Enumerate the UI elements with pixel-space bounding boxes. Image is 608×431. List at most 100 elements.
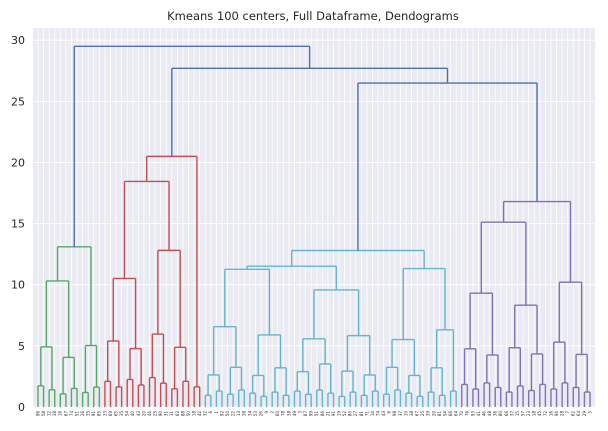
x-tick-label: 46 xyxy=(481,411,486,417)
x-tick-label: 70 xyxy=(459,411,464,417)
x-tick-label: 64 xyxy=(576,411,581,417)
x-tick-label: 74 xyxy=(376,411,381,417)
x-tick-label: 49 xyxy=(292,411,297,417)
x-tick-label: 29 xyxy=(582,411,587,417)
x-tick-label: 43 xyxy=(381,411,386,417)
x-tick-label: 99 xyxy=(309,411,314,417)
x-tick-label: 51 xyxy=(74,411,79,417)
x-tick-label: 42 xyxy=(197,411,202,417)
x-tick-label: 2 xyxy=(270,411,275,414)
x-tick-label: 48 xyxy=(487,411,492,417)
x-tick-label: 6 xyxy=(208,411,213,414)
x-tick-label: 3 xyxy=(297,411,302,414)
x-tick-label: 13 xyxy=(236,411,241,417)
x-tick-label: 19 xyxy=(336,411,341,417)
x-tick-label: 62 xyxy=(175,411,180,417)
x-tick-label: 36 xyxy=(493,411,498,417)
x-tick-label: 60 xyxy=(275,411,280,417)
x-tick-label: 67 xyxy=(63,411,68,417)
x-tick-label: 14 xyxy=(370,411,375,417)
x-tick-label: 67 xyxy=(415,411,420,417)
x-tick-label: 9 xyxy=(264,411,269,414)
x-tick-label: 37 xyxy=(509,411,514,417)
x-tick-label: 43 xyxy=(136,411,141,417)
x-tick-label: 12 xyxy=(47,411,52,417)
x-tick-label: 39 xyxy=(426,411,431,417)
x-tick-label: 22 xyxy=(231,411,236,417)
x-tick-label: 38 xyxy=(52,411,57,417)
x-tick-label: 38 xyxy=(409,411,414,417)
x-tick-label: 98 xyxy=(392,411,397,417)
x-tick-label: 10 xyxy=(403,411,408,417)
x-tick-label: 34 xyxy=(247,411,252,417)
x-tick-label: 44 xyxy=(147,411,152,417)
x-tick-label: 91 xyxy=(91,411,96,417)
x-tick-label: 31 xyxy=(164,411,169,417)
x-tick-label: 85 xyxy=(97,411,102,417)
x-tick-label: 45 xyxy=(537,411,542,417)
x-tick-label: 37 xyxy=(398,411,403,417)
x-tick-label: 50 xyxy=(186,411,191,417)
x-tick-label: 54 xyxy=(125,411,130,417)
x-tick-label: 23 xyxy=(526,411,531,417)
x-tick-label: 94 xyxy=(554,411,559,417)
chart-title: Kmeans 100 centers, Full Dataframe, Dend… xyxy=(167,9,459,23)
x-tick-label: 96 xyxy=(35,411,40,417)
x-tick-label: 64 xyxy=(454,411,459,417)
x-tick-label: 71 xyxy=(364,411,369,417)
y-tick-label: 30 xyxy=(11,34,25,47)
x-tick-label: 20 xyxy=(141,411,146,417)
x-tick-label: 76 xyxy=(465,411,470,417)
x-tick-label: 65 xyxy=(113,411,118,417)
x-tick-label: 18 xyxy=(192,411,197,417)
y-axis-ticks: 0 5 10 15 20 25 30 xyxy=(11,34,25,414)
x-tick-label: 25 xyxy=(420,411,425,417)
x-tick-label: 15 xyxy=(515,411,520,417)
x-tick-label: 93 xyxy=(470,411,475,417)
plot-area xyxy=(33,28,595,407)
x-tick-label: 53 xyxy=(253,411,258,417)
x-tick-label: 26 xyxy=(80,411,85,417)
x-tick-label: 51 xyxy=(314,411,319,417)
x-tick-label: 38 xyxy=(242,411,247,417)
x-tick-label: 66 xyxy=(504,411,509,417)
x-tick-label: 52 xyxy=(342,411,347,417)
x-tick-label: 40 xyxy=(130,411,135,417)
x-tick-label: 6 xyxy=(387,411,392,414)
x-tick-label: 1 xyxy=(214,411,219,414)
grid xyxy=(33,28,595,408)
x-tick-label: 35 xyxy=(119,411,124,417)
x-tick-label: 16 xyxy=(58,411,63,417)
x-tick-label: 66 xyxy=(448,411,453,417)
x-tick-label: 58 xyxy=(41,411,46,417)
x-tick-label: 78 xyxy=(281,411,286,417)
y-tick-label: 5 xyxy=(18,340,25,353)
x-axis-ticks: 96 58 12 38 16 67 74 51 26 35 91 85 33 69 65 35 54 40 43 20… xyxy=(35,411,592,417)
x-tick-label: 32 xyxy=(203,411,208,417)
x-tick-label: 81 xyxy=(437,411,442,417)
x-tick-label: 5 xyxy=(587,411,592,414)
y-tick-label: 15 xyxy=(11,218,25,231)
y-tick-label: 10 xyxy=(11,279,25,292)
x-tick-label: 80 xyxy=(348,411,353,417)
y-tick-label: 20 xyxy=(11,156,25,169)
x-tick-label: 16 xyxy=(548,411,553,417)
x-tick-label: 7 xyxy=(565,411,570,414)
x-tick-label: 41 xyxy=(476,411,481,417)
y-tick-label: 25 xyxy=(11,95,25,108)
x-tick-label: 62 xyxy=(571,411,576,417)
x-tick-label: 92 xyxy=(219,411,224,417)
x-tick-label: 50 xyxy=(225,411,230,417)
x-tick-label: 11 xyxy=(169,411,174,417)
x-tick-label: 25 xyxy=(152,411,157,417)
x-tick-label: 28 xyxy=(560,411,565,417)
x-tick-label: 33 xyxy=(102,411,107,417)
x-tick-label: 20 xyxy=(431,411,436,417)
x-tick-label: 69 xyxy=(108,411,113,417)
x-tick-label: 18 xyxy=(532,411,537,417)
dendrogram-links xyxy=(37,45,591,407)
x-tick-label: 90 xyxy=(158,411,163,417)
x-tick-label: 27 xyxy=(353,411,358,417)
x-tick-label: 54 xyxy=(442,411,447,417)
